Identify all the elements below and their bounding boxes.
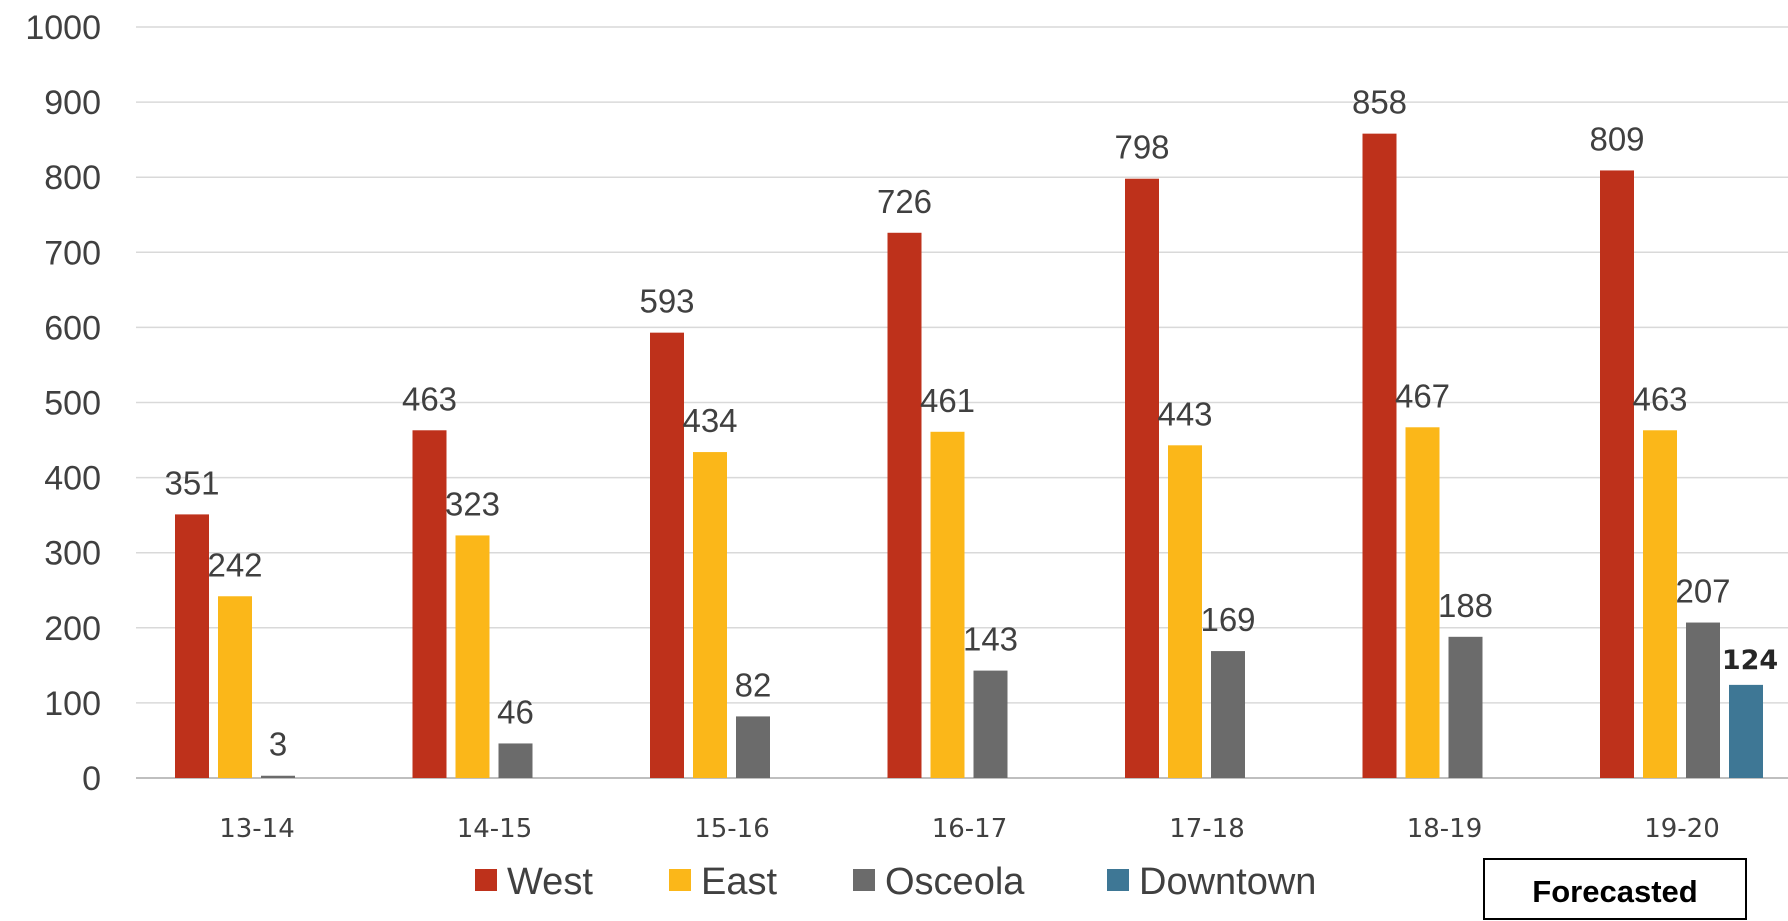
legend: West East Osceola Downtown bbox=[475, 861, 1316, 903]
data-label: 593 bbox=[639, 283, 694, 320]
y-axis-ticks: 0 100 200 300 400 500 600 700 800 900 1000 bbox=[25, 9, 101, 798]
y-tick-label: 300 bbox=[44, 535, 101, 573]
bar-east-13-14 bbox=[218, 596, 252, 778]
bar-west-18-19 bbox=[1362, 133, 1397, 779]
x-tick-label: 14-15 bbox=[457, 814, 533, 844]
data-label: 143 bbox=[963, 621, 1018, 658]
x-tick-label: 16-17 bbox=[932, 814, 1008, 844]
x-tick-label: 19-20 bbox=[1644, 814, 1720, 844]
bar-east-15-16 bbox=[693, 452, 727, 778]
y-tick-label: 1000 bbox=[25, 9, 101, 47]
legend-swatch-osceola bbox=[853, 869, 875, 891]
bar-east-18-19 bbox=[1405, 427, 1440, 778]
bar-osceola-14-15 bbox=[498, 743, 533, 778]
x-tick-label: 15-16 bbox=[694, 814, 770, 844]
data-label: 351 bbox=[164, 464, 219, 501]
bars bbox=[175, 133, 1763, 779]
forecasted-box bbox=[1483, 858, 1747, 920]
data-label: 3 bbox=[269, 726, 287, 763]
y-tick-label: 500 bbox=[44, 385, 101, 423]
legend-swatch-west bbox=[475, 869, 497, 891]
data-label: 82 bbox=[735, 666, 772, 703]
data-label: 46 bbox=[497, 693, 534, 730]
data-label: 323 bbox=[445, 485, 500, 522]
bar-osceola-17-18 bbox=[1211, 651, 1245, 778]
y-tick-label: 0 bbox=[82, 760, 101, 798]
bar-downtown-19-20 bbox=[1729, 684, 1763, 778]
bar-osceola-16-17 bbox=[973, 670, 1008, 778]
y-tick-label: 100 bbox=[44, 685, 101, 723]
data-label: 169 bbox=[1200, 601, 1255, 638]
data-labels: 351 242 3 463 323 46 593 434 82 726 461 143 798 443 16… bbox=[164, 84, 1778, 763]
legend-swatch-east bbox=[669, 869, 691, 891]
data-label: 207 bbox=[1675, 573, 1730, 610]
legend-label-east: East bbox=[701, 861, 777, 903]
x-tick-label: 18-19 bbox=[1407, 814, 1483, 844]
legend-label-downtown: Downtown bbox=[1139, 861, 1316, 903]
data-label: 461 bbox=[920, 382, 975, 419]
x-axis-ticks: 13-14 14-15 15-16 16-17 17-18 18-19 19-20 bbox=[219, 814, 1720, 844]
data-label: 463 bbox=[402, 380, 457, 417]
bar-west-15-16 bbox=[650, 332, 684, 778]
data-label: 858 bbox=[1352, 84, 1407, 121]
y-tick-label: 400 bbox=[44, 460, 101, 498]
y-tick-label: 700 bbox=[44, 234, 101, 272]
data-label: 726 bbox=[877, 183, 932, 220]
x-tick-label: 17-18 bbox=[1169, 814, 1245, 844]
bar-osceola-18-19 bbox=[1448, 636, 1483, 778]
y-tick-label: 900 bbox=[44, 84, 101, 122]
bar-osceola-13-14 bbox=[261, 775, 295, 778]
bar-west-19-20 bbox=[1600, 170, 1634, 779]
data-label: 463 bbox=[1632, 380, 1687, 417]
bar-west-17-18 bbox=[1125, 178, 1159, 778]
data-label: 809 bbox=[1589, 120, 1644, 157]
data-label: 798 bbox=[1114, 129, 1169, 166]
data-label: 124 bbox=[1722, 645, 1778, 676]
bar-osceola-15-16 bbox=[736, 716, 770, 778]
bar-east-14-15 bbox=[455, 535, 490, 778]
x-tick-label: 13-14 bbox=[219, 814, 295, 844]
bar-east-19-20 bbox=[1643, 430, 1677, 778]
forecasted-annotation: Forecasted bbox=[1483, 858, 1747, 920]
bar-west-13-14 bbox=[175, 514, 209, 778]
legend-label-west: West bbox=[507, 861, 593, 903]
bar-west-16-17 bbox=[887, 232, 922, 779]
y-tick-label: 600 bbox=[44, 309, 101, 347]
data-label: 242 bbox=[207, 546, 262, 583]
bar-east-16-17 bbox=[930, 431, 965, 778]
data-label: 443 bbox=[1157, 395, 1212, 432]
forecasted-label: Forecasted bbox=[1532, 874, 1697, 909]
bar-east-17-18 bbox=[1168, 445, 1202, 778]
bar-osceola-19-20 bbox=[1686, 622, 1720, 778]
bar-west-14-15 bbox=[412, 430, 447, 778]
data-label: 434 bbox=[682, 402, 737, 439]
data-label: 467 bbox=[1395, 377, 1450, 414]
legend-label-osceola: Osceola bbox=[885, 861, 1025, 903]
y-tick-label: 200 bbox=[44, 610, 101, 648]
data-label: 188 bbox=[1438, 587, 1493, 624]
y-tick-label: 800 bbox=[44, 159, 101, 197]
legend-swatch-downtown bbox=[1107, 869, 1129, 891]
